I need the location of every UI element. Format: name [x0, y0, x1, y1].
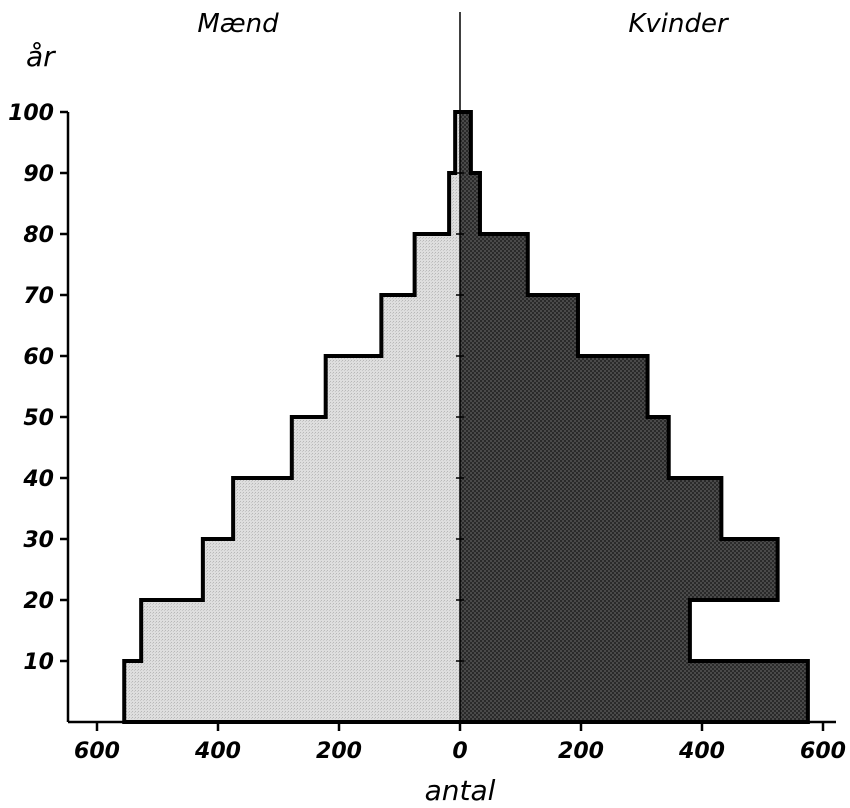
female-bar-50-60 [460, 356, 648, 417]
y-tick-label: 20 [23, 589, 54, 614]
y-tick-label: 50 [23, 406, 54, 431]
y-tick-label: 100 [8, 101, 54, 126]
male-bar-80-90 [449, 173, 460, 234]
female-bars [460, 112, 808, 722]
y-tick-label: 30 [23, 528, 54, 553]
male-bars [124, 112, 461, 722]
male-bar-0-10 [124, 661, 460, 722]
y-axis-title: år [26, 40, 56, 73]
female-bar-80-90 [460, 173, 480, 234]
y-axis-ticks: 10 20 30 40 50 60 70 80 90 100 [8, 101, 68, 675]
y-tick-label: 80 [23, 223, 54, 248]
x-tick-label: 400 [678, 739, 725, 764]
female-bar-40-50 [460, 417, 669, 478]
female-bar-30-40 [460, 478, 722, 539]
female-bar-20-30 [460, 539, 778, 600]
center-axis-ticks [456, 111, 464, 662]
male-bar-40-50 [291, 417, 460, 478]
y-tick-label: 60 [23, 345, 54, 370]
x-tick-label: 200 [316, 739, 362, 764]
left-side-title: Mænd [197, 9, 279, 39]
female-bar-70-80 [460, 234, 528, 295]
x-axis-ticks: 600 400 200 0 200 400 600 [74, 722, 846, 764]
female-outline [460, 110, 810, 724]
female-bar-60-70 [460, 295, 578, 356]
male-bar-10-20 [141, 600, 461, 661]
female-bar-90-100 [460, 112, 471, 173]
x-tick-label: 200 [558, 739, 604, 764]
x-tick-label: 400 [194, 739, 241, 764]
male-bar-60-70 [381, 295, 460, 356]
y-tick-label: 90 [23, 162, 54, 187]
male-outline [122, 110, 460, 724]
right-side-title: Kvinder [628, 9, 730, 39]
female-bar-10-20 [460, 600, 690, 661]
x-tick-label: 0 [452, 739, 467, 764]
male-bar-20-30 [202, 539, 460, 600]
male-bar-90-100 [455, 112, 460, 173]
male-bar-50-60 [325, 356, 460, 417]
x-tick-label: 600 [74, 739, 120, 764]
y-tick-label: 70 [23, 284, 54, 309]
x-tick-label: 600 [800, 739, 846, 764]
y-tick-label: 10 [23, 650, 54, 675]
female-bar-0-10 [460, 661, 808, 722]
y-tick-label: 40 [22, 467, 54, 492]
x-axis-title: antal [425, 774, 496, 807]
male-bar-30-40 [233, 478, 460, 539]
male-bar-70-80 [414, 234, 460, 295]
